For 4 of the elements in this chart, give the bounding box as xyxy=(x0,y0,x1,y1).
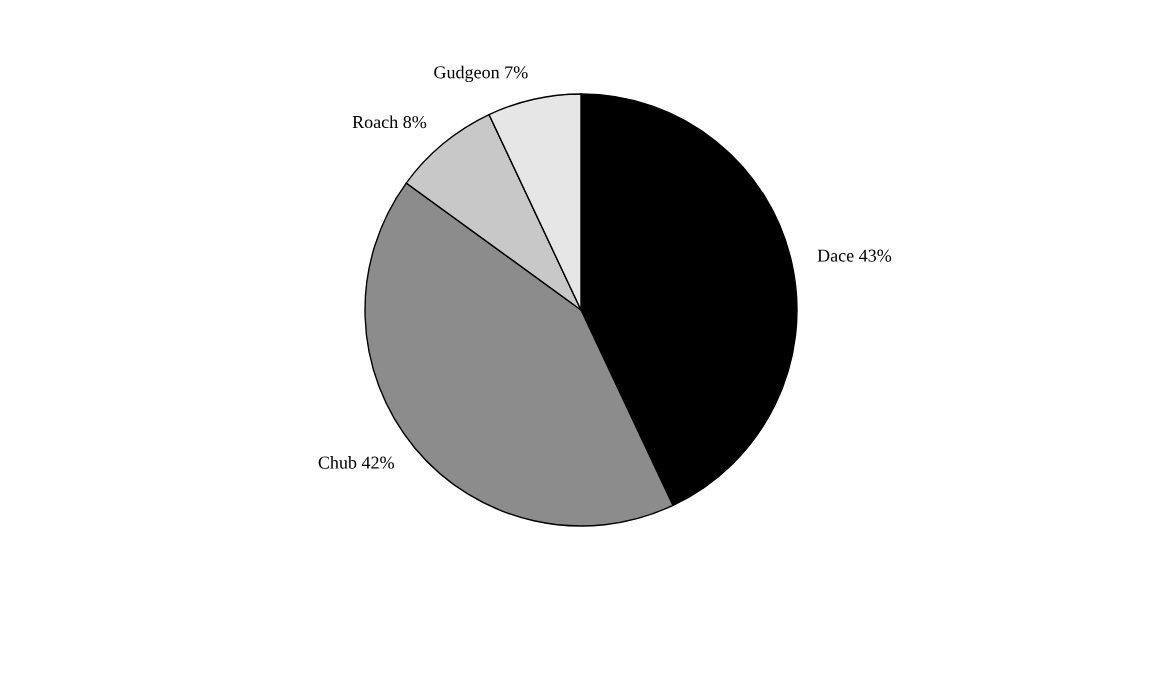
slice-label: Chub 42% xyxy=(318,456,394,469)
slice-label: Dace 43% xyxy=(817,249,892,262)
slice-label: Roach 8% xyxy=(352,115,427,129)
slice-label: Gudgeon 7% xyxy=(434,65,528,83)
